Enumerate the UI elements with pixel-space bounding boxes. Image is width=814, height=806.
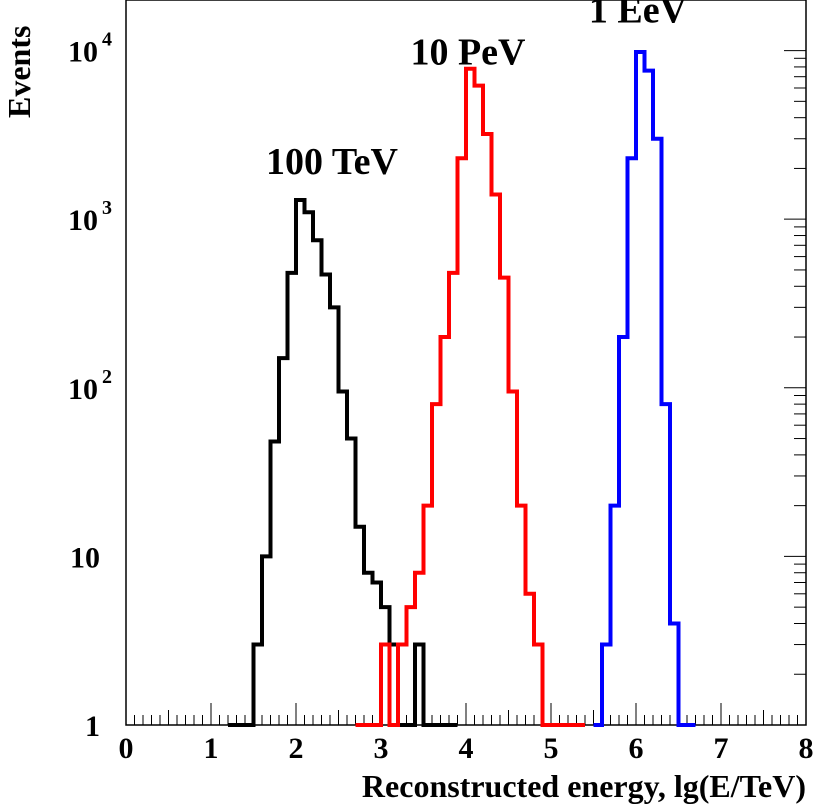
y-tick-exponent: 3 [102,197,112,219]
y-tick-exponent: 2 [102,366,112,388]
axis-ticks [125,50,807,726]
x-tick-label: 7 [714,732,729,765]
y-tick-label: 10 [68,36,98,69]
histogram-series [228,50,696,727]
x-tick-label: 3 [374,732,389,765]
y-tick-label: 1 [85,710,100,743]
x-tick-label: 4 [459,732,474,765]
series-line-100-tev [228,197,458,727]
y-axis-title: Events [1,26,37,118]
series-label: 100 TeV [266,141,399,183]
y-tick-label: 10 [70,541,100,574]
x-tick-label: 1 [204,732,219,765]
x-tick-label: 2 [289,732,304,765]
series-annotations: 100 TeV 10 PeV 1 EeV [266,0,688,183]
series-line-10-pev [355,66,585,727]
x-tick-label: 5 [544,732,559,765]
y-tick-label: 10 [68,204,98,237]
y-tick-exponent: 4 [102,29,112,51]
series-line-1-eev [593,50,696,727]
x-axis-title: Reconstructed energy, lg(E/TeV) [362,768,806,804]
series-label: 10 PeV [410,32,526,74]
x-tick-label: 8 [799,732,814,765]
x-tick-labels: 0 1 2 3 4 5 6 7 8 [119,732,814,765]
x-tick-label: 0 [119,732,134,765]
series-label: 1 EeV [589,0,688,31]
y-tick-label: 10 [68,373,98,406]
x-tick-label: 6 [629,732,644,765]
